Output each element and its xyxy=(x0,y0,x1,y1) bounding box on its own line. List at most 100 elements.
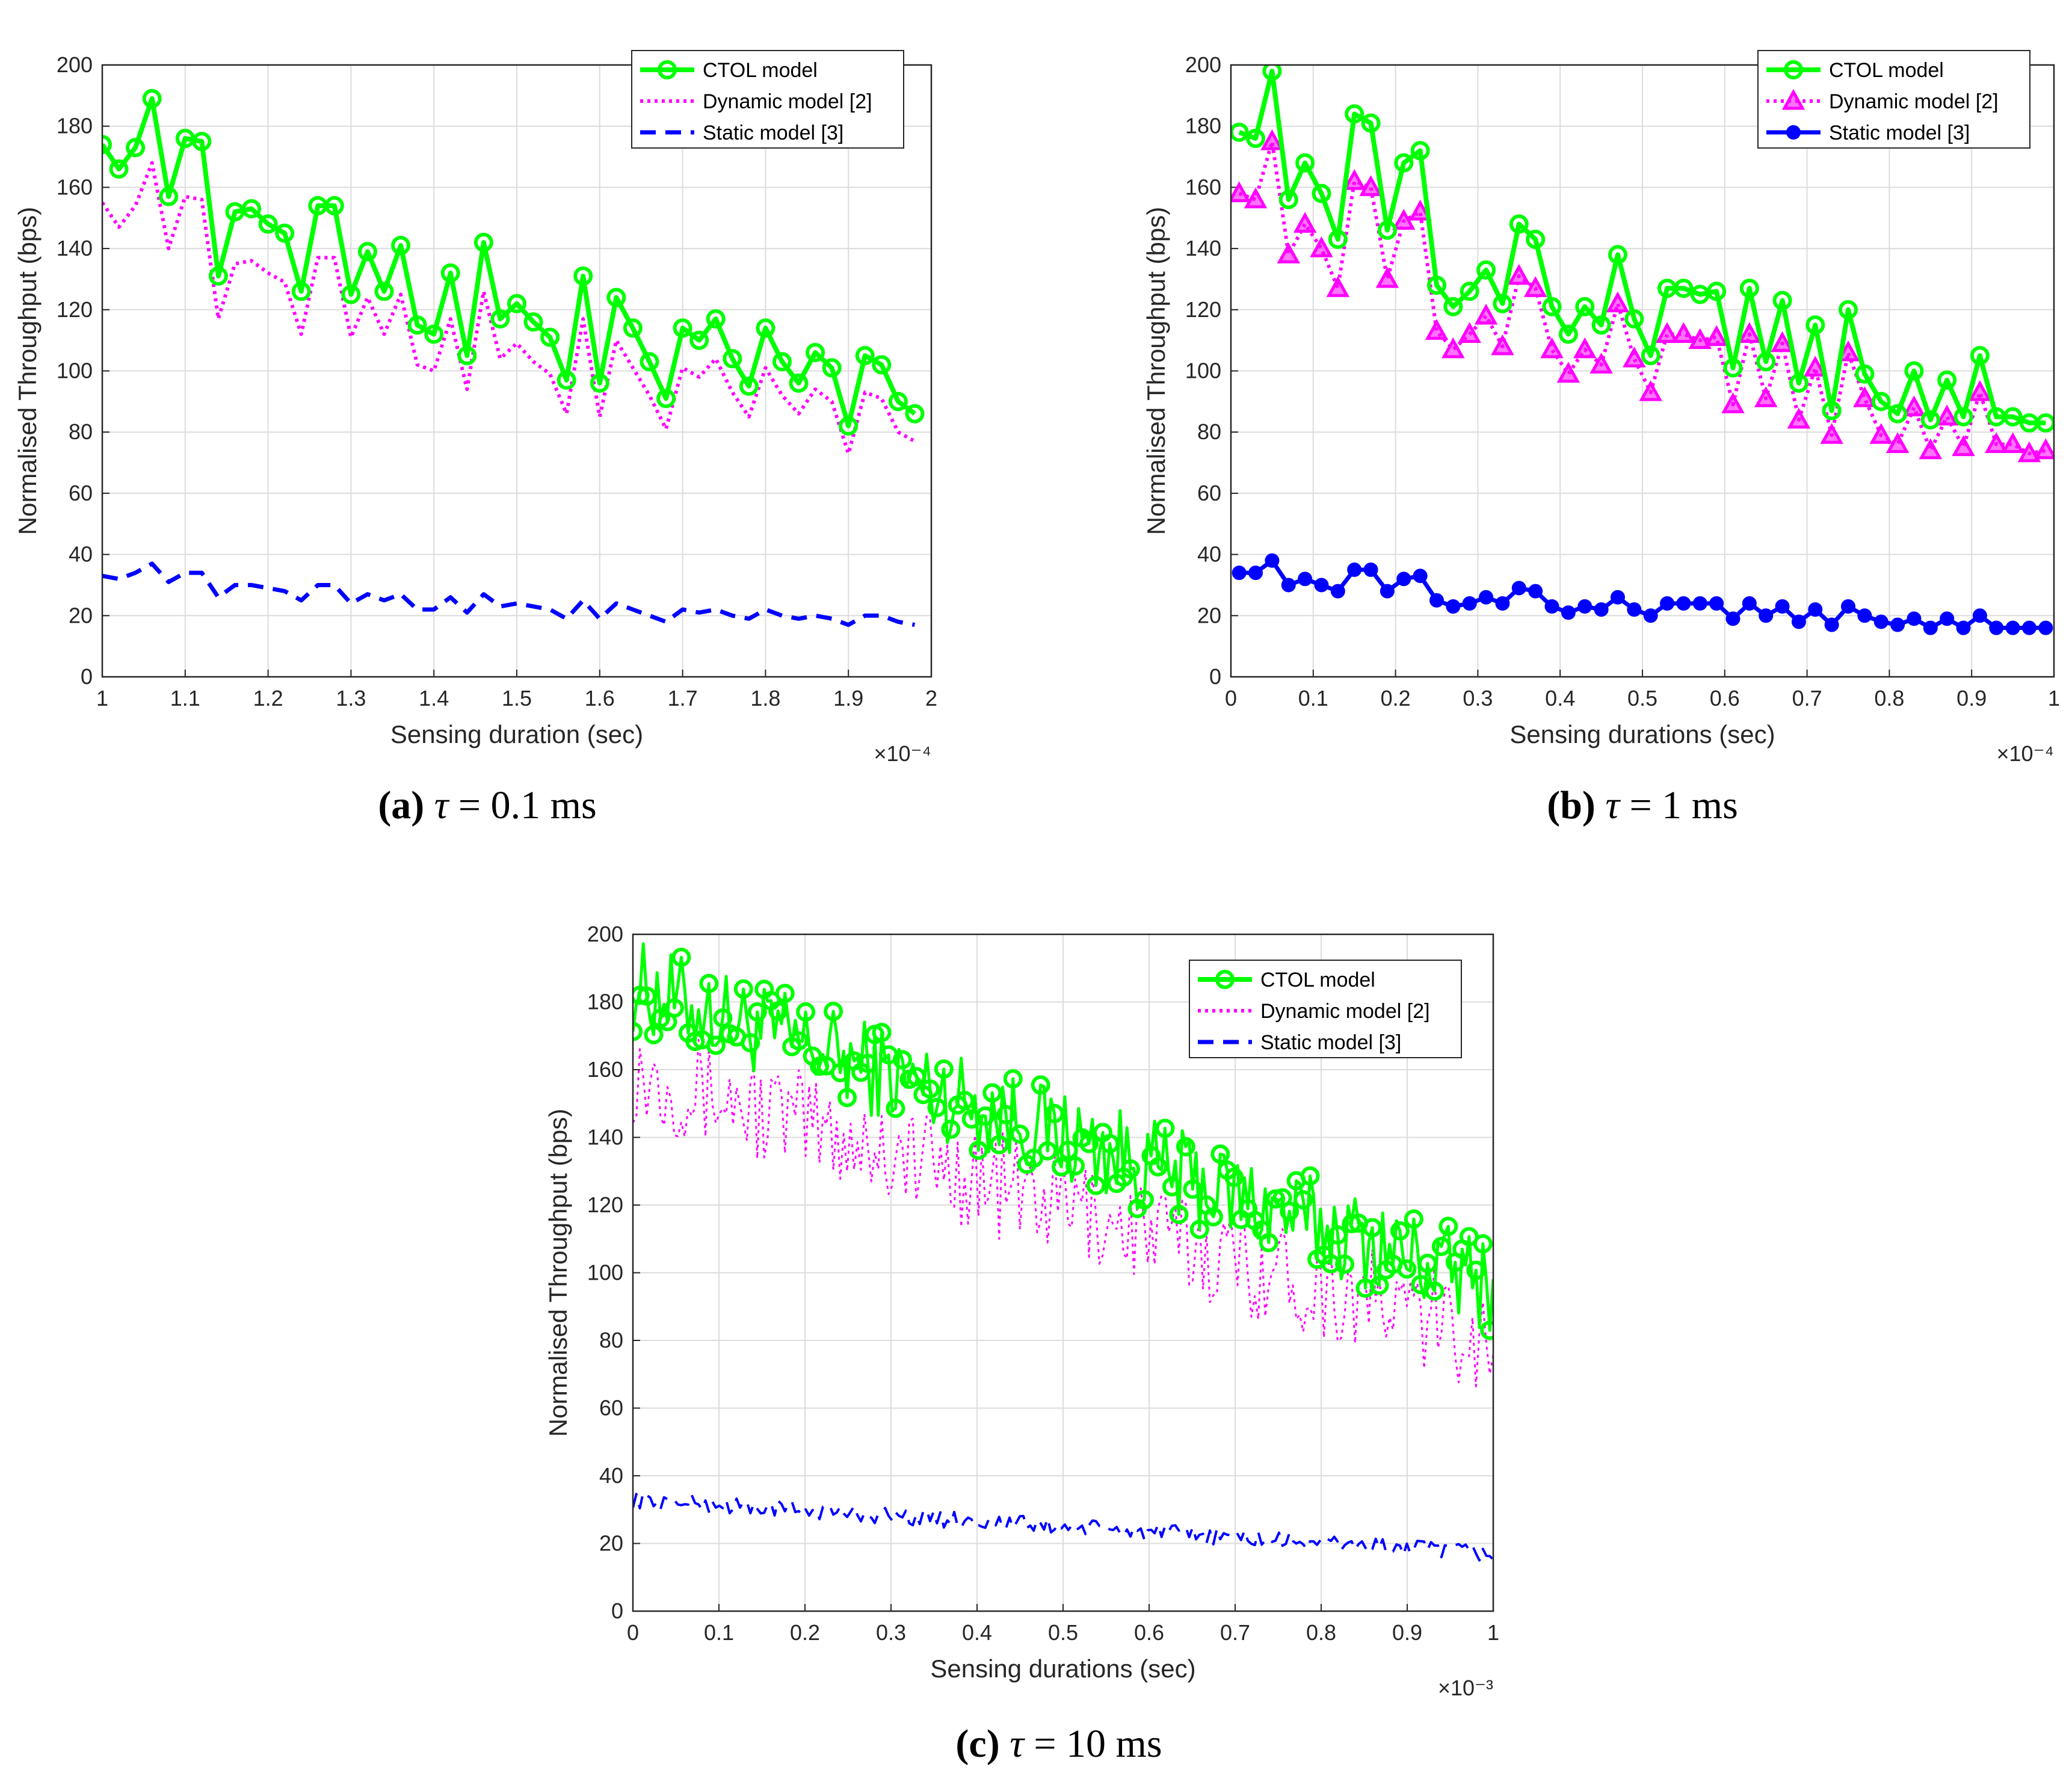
data-point-marker xyxy=(1058,1140,1078,1160)
data-point-marker xyxy=(1772,291,1792,310)
legend-entry: CTOL model xyxy=(703,59,818,82)
x-tick-label: 0.7 xyxy=(1220,1620,1250,1645)
x-tick-label: 0.5 xyxy=(1048,1620,1078,1645)
legend-marker xyxy=(1784,60,1803,79)
data-point-marker xyxy=(1839,300,1858,319)
data-point-marker xyxy=(1210,1144,1230,1164)
data-point-marker xyxy=(440,263,460,283)
data-point-marker xyxy=(126,138,146,158)
data-point-marker xyxy=(324,196,344,215)
y-tick-label: 120 xyxy=(1185,297,1221,322)
data-point-marker xyxy=(1010,1124,1030,1144)
data-point-marker xyxy=(1429,593,1444,608)
data-point-marker xyxy=(1342,1213,1361,1233)
data-point-marker xyxy=(1162,1177,1182,1197)
data-point-marker xyxy=(1558,324,1578,344)
data-point-marker xyxy=(1176,1137,1195,1157)
x-tick-label: 1.1 xyxy=(170,686,200,711)
x-tick-label: 0.8 xyxy=(1874,686,1904,711)
data-point-marker xyxy=(1556,362,1580,383)
data-point-marker xyxy=(540,327,560,347)
data-point-marker xyxy=(1920,410,1940,430)
data-point-marker xyxy=(1392,209,1416,230)
data-point-marker xyxy=(1480,1321,1493,1340)
data-point-marker xyxy=(1189,1219,1209,1239)
y-axis-label: Normalised Throughput (bps) xyxy=(1142,207,1170,535)
data-point-marker xyxy=(664,998,684,1018)
data-point-marker xyxy=(1591,315,1611,335)
legend-marker xyxy=(1786,125,1801,140)
data-point-marker xyxy=(2021,620,2037,635)
data-point-marker xyxy=(2003,407,2023,427)
data-point-marker xyxy=(858,1053,878,1073)
x-tick-label: 1 xyxy=(2048,686,2060,711)
x-axis-exponent: ×10⁻³ xyxy=(1438,1676,1493,1700)
data-point-marker xyxy=(906,1067,926,1087)
data-point-marker xyxy=(1759,608,1774,623)
data-point-marker xyxy=(1413,569,1428,584)
data-point-marker xyxy=(1295,153,1315,173)
data-point-marker xyxy=(142,88,162,108)
data-point-marker xyxy=(1120,1159,1140,1179)
data-point-marker xyxy=(1065,1156,1085,1176)
data-point-marker xyxy=(1775,599,1790,614)
data-point-marker xyxy=(1771,331,1794,353)
data-point-marker xyxy=(1608,245,1627,265)
data-point-marker xyxy=(1841,599,1855,614)
x-axis-label: Sensing duration (sec) xyxy=(390,720,643,748)
data-point-marker xyxy=(341,285,361,304)
data-point-marker xyxy=(982,1083,1002,1103)
data-point-marker xyxy=(1003,1069,1023,1089)
x-tick-label: 1.5 xyxy=(502,686,532,711)
y-tick-label: 80 xyxy=(599,1328,623,1352)
data-point-marker xyxy=(1328,229,1348,249)
data-point-marker xyxy=(1246,129,1266,149)
y-tick-label: 80 xyxy=(1197,419,1221,444)
data-point-marker xyxy=(1627,602,1642,617)
data-point-marker xyxy=(1855,364,1875,384)
data-point-marker xyxy=(2017,441,2041,463)
data-point-marker xyxy=(1589,353,1613,374)
data-point-marker xyxy=(1789,373,1808,393)
panel-c: 0 0.1 0.2 0.3 0.4 0.5 0.6 0.7 0.8 0.9 1 0 20 40 60 80 10… xyxy=(544,922,1499,1766)
data-point-marker xyxy=(1278,190,1298,209)
data-point-marker xyxy=(1277,242,1301,264)
data-point-marker xyxy=(523,312,543,332)
data-point-marker xyxy=(1410,141,1430,161)
data-point-marker xyxy=(1044,1103,1064,1123)
data-point-marker xyxy=(1394,153,1414,173)
data-point-marker xyxy=(507,294,526,313)
y-tick-label: 180 xyxy=(57,114,93,138)
x-tick-label: 0.4 xyxy=(1545,686,1575,711)
data-point-marker xyxy=(1511,581,1526,596)
data-point-marker xyxy=(1396,572,1411,587)
y-tick-label: 160 xyxy=(57,174,93,199)
legend-entry: Dynamic model [2] xyxy=(703,90,872,113)
data-point-marker xyxy=(955,1091,975,1111)
data-point-marker xyxy=(1375,267,1399,288)
y-tick-label: 140 xyxy=(1185,236,1221,261)
data-point-marker xyxy=(1808,602,1823,617)
data-point-marker xyxy=(1038,1141,1058,1161)
data-point-marker xyxy=(291,282,311,301)
x-tick-label: 0.1 xyxy=(1298,686,1328,711)
panel-b: 0 0.1 0.2 0.3 0.4 0.5 0.6 0.7 0.8 0.9 1 0 20 40 60 80 10… xyxy=(1142,50,2060,827)
data-point-marker xyxy=(1853,386,1876,407)
data-point-marker xyxy=(1479,590,1494,605)
data-point-marker xyxy=(739,376,759,396)
panel-a: 1 1.1 1.2 1.3 1.4 1.5 1.6 1.7 1.8 1.9 202040608010… xyxy=(13,50,937,827)
y-tick-label: 160 xyxy=(1185,174,1221,199)
y-tick-label: 60 xyxy=(69,481,93,505)
x-tick-label: 0.9 xyxy=(1392,1620,1422,1645)
data-point-marker xyxy=(1493,294,1512,313)
data-point-marker xyxy=(1723,358,1743,378)
x-tick-label: 0 xyxy=(627,1620,639,1645)
y-axis-label: Normalised Throughput (bps) xyxy=(13,207,42,535)
data-point-marker xyxy=(1377,220,1397,240)
data-point-marker xyxy=(1260,129,1284,150)
data-point-marker xyxy=(1369,1275,1389,1295)
x-tick-label: 0.9 xyxy=(1956,686,1987,711)
data-point-marker xyxy=(941,1120,961,1139)
legend-entry: Static model [3] xyxy=(1260,1031,1401,1054)
data-point-marker xyxy=(1509,214,1529,234)
